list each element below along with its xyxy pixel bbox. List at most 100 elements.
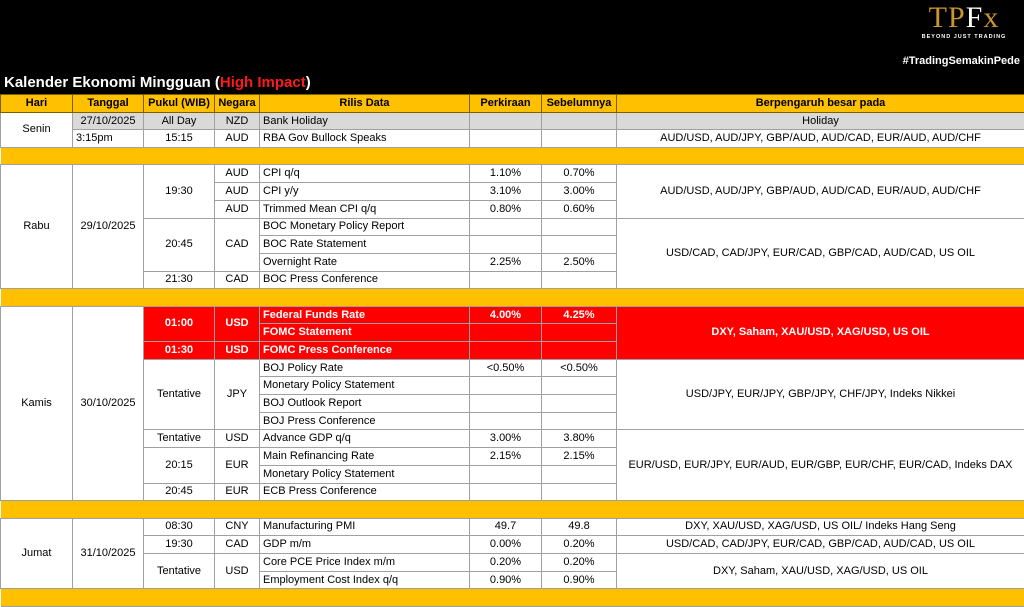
day-cell: Senin — [1, 112, 73, 147]
previous-cell: 4.25% — [542, 306, 617, 324]
country-cell: EUR — [215, 483, 260, 501]
date-cell: 3:15pm — [73, 130, 144, 148]
forecast-cell: 1.10% — [470, 165, 542, 183]
event-name: Bank Holiday — [260, 112, 470, 130]
col-rilis-data-header: Rilis Data — [260, 95, 470, 113]
forecast-cell — [470, 236, 542, 254]
time-cell: 19:30 — [144, 165, 215, 218]
col-sebelumnya-header: Sebelumnya — [542, 95, 617, 113]
forecast-cell: 3.10% — [470, 183, 542, 201]
previous-cell: 0.60% — [542, 200, 617, 218]
event-name: BOJ Outlook Report — [260, 395, 470, 413]
forecast-cell — [470, 377, 542, 395]
country-cell: USD — [215, 430, 260, 448]
country-cell: CAD — [215, 218, 260, 271]
forecast-cell — [470, 271, 542, 289]
forecast-cell: <0.50% — [470, 359, 542, 377]
impact-cell: Holiday — [617, 112, 1024, 130]
country-cell: USD — [215, 553, 260, 588]
date-cell: 31/10/2025 — [73, 518, 144, 589]
previous-cell: 0.90% — [542, 571, 617, 589]
forecast-cell — [470, 465, 542, 483]
time-cell: 21:30 — [144, 271, 215, 289]
impact-cell: DXY, Saham, XAU/USD, XAG/USD, US OIL — [617, 553, 1024, 588]
event-name: Employment Cost Index q/q — [260, 571, 470, 589]
day-cell: Rabu — [1, 165, 73, 289]
date-cell: 29/10/2025 — [73, 165, 144, 289]
time-cell: 01:30 — [144, 342, 215, 360]
previous-cell — [542, 465, 617, 483]
day-cell: Kamis — [1, 306, 73, 501]
previous-cell — [542, 218, 617, 236]
event-name: FOMC Press Conference — [260, 342, 470, 360]
time-cell: 20:15 — [144, 448, 215, 483]
time-cell: Tentative — [144, 553, 215, 588]
country-cell: AUD — [215, 165, 260, 183]
time-cell: 08:30 — [144, 518, 215, 536]
impact-cell: USD/CAD, CAD/JPY, EUR/CAD, GBP/CAD, AUD/… — [617, 218, 1024, 289]
time-cell: 15:15 — [144, 130, 215, 148]
separator-row — [1, 148, 1024, 165]
forecast-cell — [470, 130, 542, 148]
impact-cell: USD/JPY, EUR/JPY, GBP/JPY, CHF/JPY, Inde… — [617, 359, 1024, 430]
previous-cell: 0.20% — [542, 536, 617, 554]
previous-cell — [542, 342, 617, 360]
high-impact-label: High Impact — [220, 74, 306, 91]
country-cell: CAD — [215, 271, 260, 289]
time-cell: 19:30 — [144, 536, 215, 554]
time-cell: 20:45 — [144, 218, 215, 271]
event-name: ECB Press Conference — [260, 483, 470, 501]
previous-cell: 3.00% — [542, 183, 617, 201]
forecast-cell: 3.00% — [470, 430, 542, 448]
col-pukul-header: Pukul (WIB) — [144, 95, 215, 113]
previous-cell: 2.15% — [542, 448, 617, 466]
forecast-cell — [470, 395, 542, 413]
time-cell: All Day — [144, 112, 215, 130]
previous-cell: 0.70% — [542, 165, 617, 183]
country-cell: AUD — [215, 200, 260, 218]
col-tanggal-header: Tanggal — [73, 95, 144, 113]
tpfx-logo: TPFx BEYOND JUST TRADING — [914, 2, 1014, 40]
impact-cell: DXY, XAU/USD, XAG/USD, US OIL/ Indeks Ha… — [617, 518, 1024, 536]
time-cell: Tentative — [144, 359, 215, 430]
event-name: BOJ Press Conference — [260, 412, 470, 430]
forecast-cell: 0.20% — [470, 553, 542, 571]
country-cell: USD — [215, 342, 260, 360]
event-name: GDP m/m — [260, 536, 470, 554]
event-name: BOC Press Conference — [260, 271, 470, 289]
previous-cell — [542, 483, 617, 501]
country-cell: USD — [215, 306, 260, 341]
separator-row — [1, 289, 1024, 306]
country-cell: EUR — [215, 448, 260, 483]
impact-cell: AUD/USD, AUD/JPY, GBP/AUD, AUD/CAD, EUR/… — [617, 130, 1024, 148]
forecast-cell — [470, 412, 542, 430]
previous-cell — [542, 112, 617, 130]
event-name: Trimmed Mean CPI q/q — [260, 200, 470, 218]
separator-row — [1, 589, 1024, 606]
time-cell: 20:45 — [144, 483, 215, 501]
forecast-cell: 0.00% — [470, 536, 542, 554]
forecast-cell: 0.80% — [470, 200, 542, 218]
impact-cell: USD/CAD, CAD/JPY, EUR/CAD, GBP/CAD, AUD/… — [617, 536, 1024, 554]
event-name: Core PCE Price Index m/m — [260, 553, 470, 571]
event-name: Overnight Rate — [260, 253, 470, 271]
event-name: BOC Monetary Policy Report — [260, 218, 470, 236]
previous-cell — [542, 412, 617, 430]
date-cell: 30/10/2025 — [73, 306, 144, 501]
impact-cell: DXY, Saham, XAU/USD, XAG/USD, US OIL — [617, 306, 1024, 359]
country-cell: AUD — [215, 130, 260, 148]
country-cell: CNY — [215, 518, 260, 536]
event-name: BOC Rate Statement — [260, 236, 470, 254]
forecast-cell: 2.25% — [470, 253, 542, 271]
forecast-cell — [470, 112, 542, 130]
event-name: BOJ Policy Rate — [260, 359, 470, 377]
col-negara-header: Negara — [215, 95, 260, 113]
